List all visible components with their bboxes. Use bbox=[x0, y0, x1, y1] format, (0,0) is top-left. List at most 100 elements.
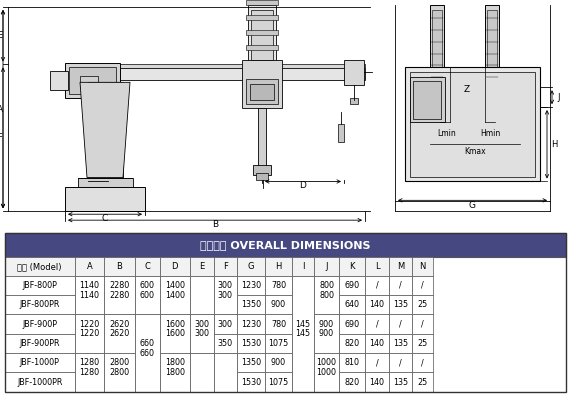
Text: /: / bbox=[399, 281, 402, 290]
Text: 1280: 1280 bbox=[79, 358, 99, 367]
Text: 690: 690 bbox=[345, 320, 360, 329]
Text: 25: 25 bbox=[417, 378, 428, 387]
Bar bbox=[104, 334, 135, 353]
Bar bbox=[412, 334, 433, 353]
Bar bbox=[412, 314, 433, 334]
Text: 2280: 2280 bbox=[109, 290, 130, 299]
Bar bbox=[214, 295, 237, 314]
Bar bbox=[389, 353, 412, 372]
Text: 820: 820 bbox=[345, 339, 360, 348]
Text: 2800: 2800 bbox=[110, 358, 130, 367]
Text: 1800: 1800 bbox=[165, 368, 185, 377]
Text: 300: 300 bbox=[218, 281, 233, 290]
Bar bbox=[410, 77, 445, 122]
Bar bbox=[5, 276, 75, 295]
Bar bbox=[160, 276, 190, 314]
Text: 1000: 1000 bbox=[316, 368, 336, 377]
Text: 660: 660 bbox=[140, 349, 155, 357]
Bar bbox=[412, 257, 433, 276]
Text: 600: 600 bbox=[140, 290, 155, 299]
Bar bbox=[135, 276, 160, 314]
Bar bbox=[339, 334, 365, 353]
Bar bbox=[265, 353, 292, 372]
Bar bbox=[135, 276, 160, 295]
Text: L: L bbox=[375, 262, 379, 271]
Text: J: J bbox=[557, 93, 560, 102]
Bar bbox=[135, 372, 160, 392]
Bar bbox=[265, 372, 292, 392]
Bar bbox=[5, 334, 75, 353]
Bar bbox=[292, 334, 313, 353]
Bar bbox=[75, 295, 104, 314]
Bar bbox=[75, 372, 104, 392]
Text: J: J bbox=[325, 262, 328, 271]
Text: 1140: 1140 bbox=[79, 281, 99, 290]
Bar bbox=[104, 372, 135, 392]
Bar bbox=[190, 353, 214, 372]
Bar bbox=[237, 257, 265, 276]
Bar bbox=[265, 295, 292, 314]
Bar bbox=[430, 5, 444, 87]
Bar bbox=[485, 5, 499, 87]
Text: 1530: 1530 bbox=[241, 378, 261, 387]
Bar bbox=[190, 276, 214, 295]
Bar bbox=[246, 15, 278, 20]
Bar bbox=[160, 334, 190, 353]
Text: 145: 145 bbox=[295, 329, 311, 338]
Text: 145: 145 bbox=[295, 320, 311, 329]
Bar bbox=[389, 276, 412, 295]
Bar bbox=[313, 276, 339, 295]
Bar bbox=[214, 353, 237, 392]
Bar bbox=[135, 295, 160, 314]
Text: 135: 135 bbox=[393, 378, 408, 387]
Text: /: / bbox=[399, 358, 402, 367]
Bar bbox=[248, 5, 276, 64]
Bar bbox=[251, 10, 273, 60]
Text: 810: 810 bbox=[345, 358, 360, 367]
Bar bbox=[339, 295, 365, 314]
Bar bbox=[160, 276, 190, 295]
Bar bbox=[160, 353, 190, 372]
Bar bbox=[265, 276, 292, 295]
Bar bbox=[75, 334, 104, 353]
Bar bbox=[410, 72, 535, 177]
Bar bbox=[69, 68, 116, 94]
Bar bbox=[405, 68, 540, 181]
Polygon shape bbox=[80, 82, 130, 177]
Bar bbox=[389, 334, 412, 353]
Bar bbox=[214, 353, 237, 372]
Bar bbox=[190, 334, 214, 353]
Bar bbox=[5, 353, 75, 372]
Text: /: / bbox=[421, 358, 424, 367]
Text: 140: 140 bbox=[369, 300, 385, 309]
Bar bbox=[135, 353, 160, 372]
Text: /: / bbox=[376, 320, 379, 329]
Bar bbox=[237, 353, 265, 372]
Bar bbox=[292, 353, 313, 372]
Text: JBF-800P: JBF-800P bbox=[22, 281, 57, 290]
Text: F: F bbox=[0, 134, 2, 142]
Bar bbox=[412, 353, 433, 372]
Text: 140: 140 bbox=[369, 339, 385, 348]
Bar bbox=[65, 64, 120, 98]
Text: Hmin: Hmin bbox=[480, 130, 500, 138]
Bar bbox=[104, 353, 135, 372]
Text: 780: 780 bbox=[271, 320, 286, 329]
Text: I: I bbox=[301, 262, 304, 271]
Bar bbox=[190, 276, 214, 314]
Bar bbox=[190, 353, 214, 392]
Bar bbox=[88, 82, 123, 181]
Text: 135: 135 bbox=[393, 300, 408, 309]
Bar bbox=[75, 276, 104, 295]
Text: 300: 300 bbox=[218, 290, 233, 299]
Text: 1075: 1075 bbox=[268, 339, 288, 348]
Text: B: B bbox=[116, 262, 122, 271]
Text: 1000: 1000 bbox=[316, 358, 336, 367]
Text: 140: 140 bbox=[369, 378, 385, 387]
Text: 2280: 2280 bbox=[109, 281, 130, 290]
Text: G: G bbox=[468, 201, 476, 210]
Bar bbox=[214, 314, 237, 334]
Bar bbox=[75, 257, 104, 276]
Bar bbox=[389, 295, 412, 314]
Text: H: H bbox=[551, 140, 557, 149]
